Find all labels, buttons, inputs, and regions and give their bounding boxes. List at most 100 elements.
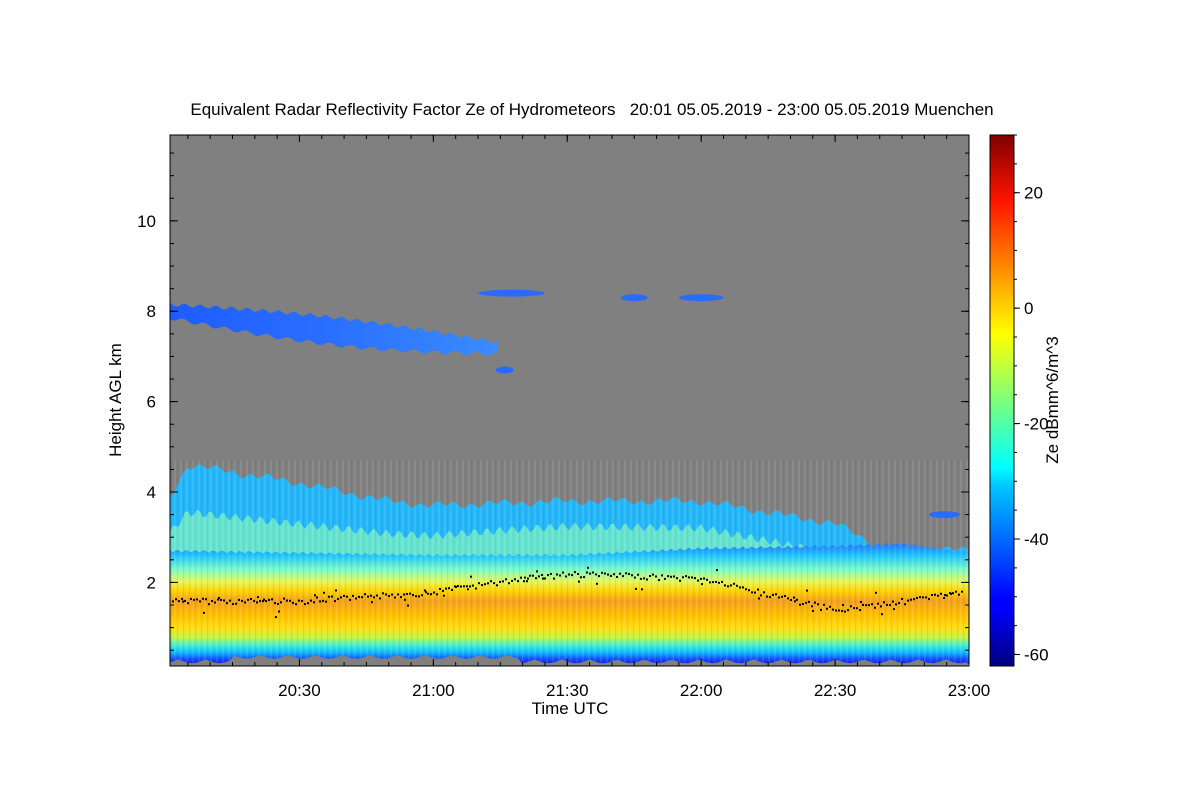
melting-layer-point <box>520 576 522 579</box>
melting-layer-point <box>847 609 849 612</box>
colorbar-tick-label: -60 <box>1024 645 1049 664</box>
melting-layer-point <box>541 574 543 576</box>
melting-layer-point <box>916 597 918 599</box>
melting-layer-point <box>544 577 546 580</box>
melting-layer-point <box>310 599 312 602</box>
melting-layer-point <box>829 605 831 608</box>
melting-layer-point <box>691 576 693 579</box>
melting-layer-point <box>403 593 405 596</box>
melting-layer-point <box>262 600 264 603</box>
melting-layer-point <box>466 585 468 588</box>
melting-layer-point <box>337 597 339 600</box>
melting-layer-point <box>649 575 651 577</box>
melting-layer-point <box>425 591 427 594</box>
melting-layer-point <box>415 595 417 598</box>
cirrus-fragment <box>495 366 514 374</box>
melting-layer-point <box>641 588 643 591</box>
melting-layer-point <box>407 604 409 607</box>
melting-layer-point <box>721 580 723 583</box>
melting-layer-point <box>940 592 942 595</box>
melting-layer-point <box>481 584 483 587</box>
melting-layer-point <box>739 586 741 589</box>
melting-layer-point <box>184 599 186 602</box>
melting-layer-point <box>427 592 429 595</box>
melting-layer-point <box>842 604 844 606</box>
melting-layer-point <box>220 598 222 601</box>
melting-layer-point <box>613 573 615 576</box>
melting-layer-point <box>895 603 897 606</box>
melting-layer-point <box>733 582 735 585</box>
melting-layer-point <box>307 602 309 605</box>
melting-layer-point <box>373 596 375 599</box>
melting-layer-point <box>562 571 564 574</box>
melting-layer-point <box>880 605 882 608</box>
melting-layer-point <box>874 606 876 609</box>
melting-layer-point <box>436 593 438 596</box>
melting-layer-point <box>313 601 315 604</box>
melting-layer-point <box>175 598 177 601</box>
melting-layer-point <box>275 616 277 619</box>
melting-layer-point <box>274 602 276 605</box>
melting-layer-point <box>340 596 342 599</box>
melting-layer-point <box>700 577 702 580</box>
melting-layer-point <box>850 605 852 608</box>
cirrus-fragment <box>620 294 648 302</box>
melting-layer-point <box>868 604 870 607</box>
melting-layer-point <box>517 580 519 583</box>
y-axis: 2 4 6 8 10 <box>137 152 969 651</box>
melting-layer-point <box>523 580 525 583</box>
melting-layer-point <box>499 580 501 583</box>
melting-layer-point <box>241 599 243 602</box>
melting-layer-point <box>457 585 459 588</box>
x-tick-label: 22:30 <box>814 681 857 700</box>
melting-layer-point <box>881 613 883 616</box>
melting-layer-point <box>277 603 279 605</box>
melting-layer-point <box>604 572 606 575</box>
melting-layer-point <box>484 583 486 586</box>
melting-layer-point <box>496 584 498 587</box>
melting-layer-point <box>574 571 576 574</box>
melting-layer-point <box>712 581 714 584</box>
melting-layer-point <box>223 599 225 602</box>
melting-layer-point <box>259 600 261 603</box>
melting-layer-point <box>769 596 771 599</box>
melting-layer-point <box>586 571 588 574</box>
chart-title: Equivalent Radar Reflectivity Factor Ze … <box>190 100 993 119</box>
melting-layer-point <box>820 608 822 611</box>
melting-layer-point <box>596 582 598 585</box>
melting-layer-point <box>550 572 552 575</box>
melting-layer-point <box>467 588 469 591</box>
melting-layer-point <box>316 596 318 599</box>
melting-layer-point <box>514 578 516 581</box>
melting-layer-point <box>397 593 399 596</box>
melting-layer-point <box>553 577 555 580</box>
melting-layer-point <box>811 605 813 608</box>
melting-layer-point <box>860 601 862 603</box>
melting-layer-point <box>703 577 705 580</box>
melting-layer-point <box>565 575 567 578</box>
melting-layer-point <box>658 579 660 582</box>
melting-layer-point <box>661 574 663 577</box>
melting-layer-point <box>280 601 282 604</box>
melting-layer-point <box>688 576 690 579</box>
melting-layer-point <box>679 579 681 582</box>
melting-layer-point <box>418 595 420 598</box>
melting-layer-point <box>583 576 585 579</box>
melting-layer-point <box>199 600 201 603</box>
plot-frame <box>169 134 970 667</box>
melting-layer-point <box>826 607 828 610</box>
melting-layer-point <box>493 582 495 585</box>
melting-layer-point <box>622 575 624 578</box>
melting-layer-point <box>524 576 526 579</box>
melting-layer-point <box>376 594 378 597</box>
melting-layer-point <box>664 577 666 580</box>
x-tick-label: 21:30 <box>546 681 589 700</box>
melting-layer-point <box>814 601 816 604</box>
melting-layer-point <box>178 600 180 603</box>
melting-layer-point <box>203 611 205 614</box>
melting-layer-point <box>587 566 589 569</box>
melting-layer-point <box>433 591 435 594</box>
melting-layer-point <box>244 601 246 604</box>
melting-layer-point <box>571 574 573 577</box>
